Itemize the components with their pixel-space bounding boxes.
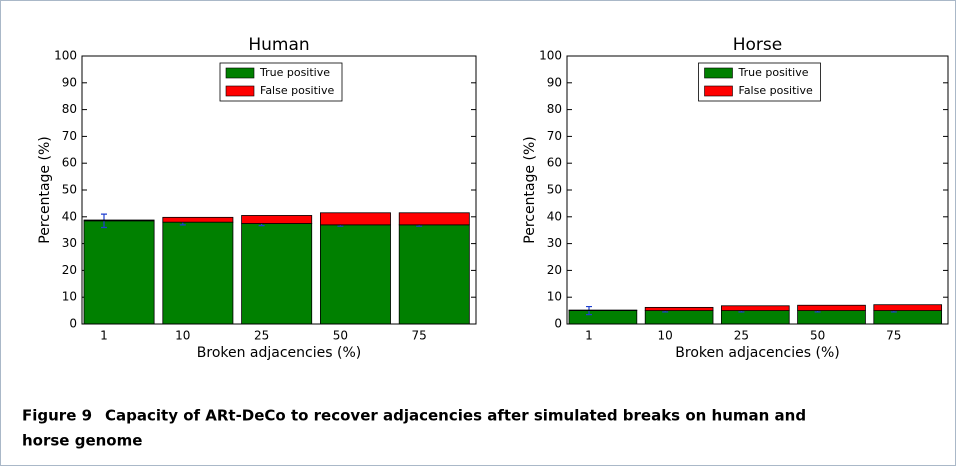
- y-tick-label: 60: [62, 156, 77, 170]
- legend-label: True positive: [259, 66, 330, 79]
- bar-segment: [241, 223, 313, 325]
- y-tick-label: 20: [547, 263, 562, 277]
- chart-title: Human: [248, 35, 309, 55]
- bar-segment: [162, 221, 234, 325]
- x-tick-label: 75: [886, 329, 901, 343]
- x-tick-label: 1: [585, 329, 593, 343]
- caption-text: Capacity of ARt-DeCo to recover adjacenc…: [105, 407, 806, 425]
- bar-segment: [568, 309, 638, 311]
- bar-segment: [319, 224, 391, 325]
- legend-swatch: [225, 67, 255, 79]
- bar-segment: [83, 219, 155, 222]
- x-axis-label: Broken adjacencies (%): [675, 345, 839, 361]
- y-tick-label: 10: [62, 290, 77, 304]
- y-tick-label: 10: [547, 290, 562, 304]
- x-tick-label: 10: [175, 329, 190, 343]
- y-tick-label: 0: [554, 317, 562, 331]
- y-tick-label: 50: [547, 183, 562, 197]
- bar-segment: [644, 306, 714, 312]
- legend-label: True positive: [738, 66, 809, 79]
- bar-segment: [398, 212, 470, 226]
- y-tick-label: 80: [62, 102, 77, 116]
- y-axis-label: Percentage (%): [522, 136, 538, 243]
- chart-title: Horse: [733, 35, 783, 55]
- y-tick-label: 70: [62, 129, 77, 143]
- bar-segment: [568, 310, 638, 325]
- legend-label: False positive: [260, 84, 334, 97]
- legend-swatch: [704, 85, 733, 97]
- caption-label: Figure 9: [22, 407, 92, 425]
- y-tick-label: 80: [547, 102, 562, 116]
- y-tick-label: 90: [62, 75, 77, 89]
- plot-frame: [566, 55, 949, 325]
- y-tick-label: 20: [62, 263, 77, 277]
- y-tick-label: 100: [54, 49, 77, 63]
- x-tick-label: 50: [333, 329, 348, 343]
- plot-frame: [81, 55, 477, 325]
- bar-segment: [241, 215, 313, 224]
- y-axis-label: Percentage (%): [37, 136, 53, 243]
- x-axis-label: Broken adjacencies (%): [197, 345, 361, 361]
- x-tick-label: 1: [100, 329, 108, 343]
- y-tick-label: 100: [539, 49, 562, 63]
- bar-segment: [398, 224, 470, 325]
- y-tick-label: 40: [547, 209, 562, 223]
- bar-segment: [319, 212, 391, 226]
- bar-segment: [644, 310, 714, 325]
- y-tick-label: 30: [62, 236, 77, 250]
- x-tick-label: 50: [810, 329, 825, 343]
- y-tick-label: 70: [547, 129, 562, 143]
- bar-segment: [873, 310, 943, 325]
- caption-text: horse genome: [22, 432, 142, 450]
- y-tick-label: 90: [547, 75, 562, 89]
- x-tick-label: 10: [658, 329, 673, 343]
- x-tick-label: 25: [734, 329, 749, 343]
- legend-label: False positive: [739, 84, 813, 97]
- bar-segment: [721, 310, 790, 325]
- y-tick-label: 40: [62, 209, 77, 223]
- x-tick-label: 25: [254, 329, 269, 343]
- bar-segment: [797, 304, 866, 311]
- legend-swatch: [225, 85, 255, 97]
- y-tick-label: 0: [69, 317, 77, 331]
- bar-segment: [721, 305, 790, 312]
- bar-segment: [797, 310, 866, 325]
- legend-swatch: [704, 67, 733, 79]
- bar-segment: [873, 304, 943, 312]
- y-tick-label: 50: [62, 183, 77, 197]
- bar-segment: [83, 220, 155, 325]
- y-tick-label: 30: [547, 236, 562, 250]
- y-tick-label: 60: [547, 156, 562, 170]
- bar-segment: [162, 216, 234, 223]
- x-tick-label: 75: [412, 329, 427, 343]
